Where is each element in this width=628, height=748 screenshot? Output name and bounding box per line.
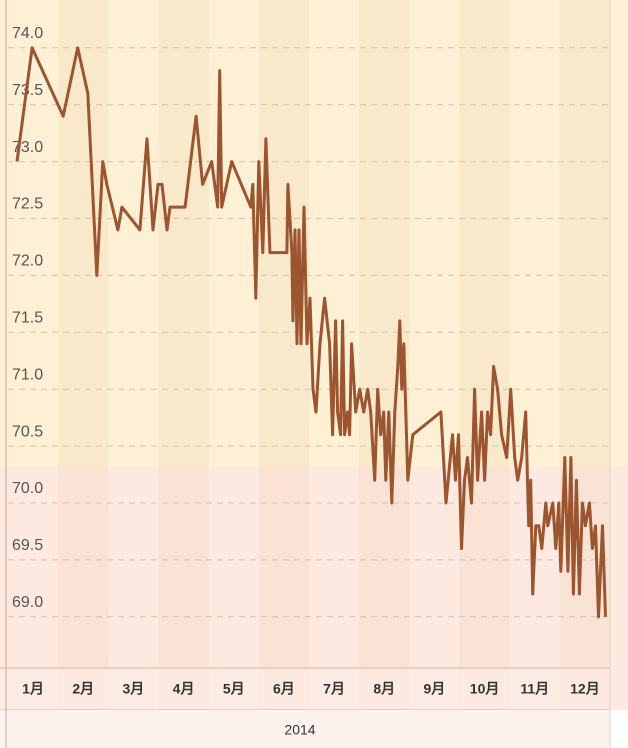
x-tick-label: 5月: [223, 681, 245, 697]
x-tick-label: 12月: [570, 681, 600, 697]
y-tick-label: 72.0: [12, 253, 43, 270]
x-tick-label: 10月: [470, 681, 500, 697]
y-tick-label: 71.5: [12, 310, 43, 327]
year-band: [0, 710, 610, 748]
x-tick-label: 11月: [520, 681, 549, 697]
x-tick-label: 4月: [173, 681, 195, 697]
month-stripe: [459, 0, 510, 710]
y-tick-label: 71.0: [12, 366, 43, 383]
y-tick-label: 72.5: [12, 196, 43, 213]
weight-line: [15, 46, 607, 619]
x-tick-label: 6月: [273, 681, 295, 697]
x-tick-label: 3月: [123, 681, 145, 697]
y-tick-label: 74.0: [12, 25, 43, 42]
y-tick-label: 69.5: [12, 537, 43, 554]
month-stripe: [258, 0, 309, 710]
x-tick-label: 7月: [323, 681, 345, 697]
x-tick-label: 9月: [424, 681, 446, 697]
y-tick-label: 70.5: [12, 423, 43, 440]
y-tick-label: 70.0: [12, 480, 43, 497]
x-axis-band: [0, 668, 610, 710]
x-axis-title: 2014: [284, 722, 315, 738]
x-tick-label: 8月: [373, 681, 395, 697]
month-stripe: [58, 0, 109, 710]
y-tick-label: 69.0: [12, 594, 43, 611]
x-tick-label: 1月: [22, 681, 44, 697]
x-tick-label: 2月: [72, 681, 94, 697]
month-stripe: [559, 0, 610, 710]
month-stripe: [158, 0, 209, 710]
